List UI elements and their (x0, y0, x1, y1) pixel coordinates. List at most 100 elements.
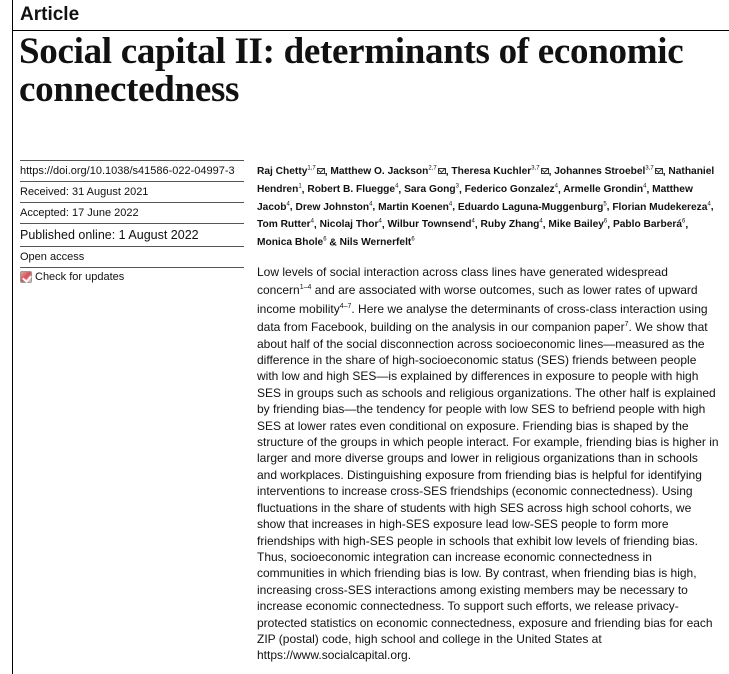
author-name-text: Nathaniel Hendren (257, 166, 715, 196)
doi-link[interactable]: https://doi.org/10.1038/s41586-022-04997… (20, 165, 235, 177)
author-name[interactable]: Theresa Kuchler3,7 (451, 166, 549, 178)
citation-ref[interactable]: 1–4 (299, 284, 312, 292)
author-name[interactable]: Sara Gong3 (404, 184, 459, 195)
author-name-text: Ruby Zhang (480, 219, 540, 231)
author-affiliation: 1,7 (307, 166, 316, 172)
abstract-text: . Here we analyse the determinants of cr… (257, 301, 708, 335)
author-name[interactable]: Eduardo Laguna-Muggenburg5 (457, 201, 607, 213)
meta-divider (20, 267, 244, 268)
author-name-text: Pablo Barberá (612, 219, 683, 231)
author-separator: , (452, 201, 458, 213)
author-separator: , (313, 219, 320, 231)
author-list: Raj Chetty1,7, Matthew O. Jackson2,7, Th… (257, 162, 717, 250)
citation-ref[interactable]: 4–7 (339, 302, 352, 310)
author-name[interactable]: Wilbur Townsend4 (387, 219, 474, 230)
author-name-text: Tom Rutter (257, 219, 311, 231)
author-name[interactable]: Ruby Zhang4 (481, 219, 543, 230)
author-name-text: Mike Bailey (548, 219, 604, 231)
author-affiliation: 4 (286, 201, 290, 208)
author-affiliation: 4 (554, 183, 558, 190)
author-separator: , (381, 219, 388, 231)
email-icon[interactable] (437, 168, 446, 175)
abstract-text: and are associated with worse outcomes, … (257, 283, 698, 316)
author-affiliation: 4 (310, 219, 314, 226)
article-title: Social capital II: determinants of econo… (19, 31, 684, 110)
author-affiliation: 3 (455, 183, 459, 190)
author-name[interactable]: Nils Wernerfelt6 (340, 237, 415, 248)
author-name-text: Matthew Jacob (257, 184, 693, 213)
author-affiliation: 4 (471, 219, 475, 226)
author-affiliation: 4 (707, 201, 711, 208)
author-name[interactable]: Raj Chetty1,7 (257, 166, 325, 177)
published-date: Published online: 1 August 2022 (20, 228, 199, 242)
meta-divider (20, 246, 244, 247)
author-name-text: Wilbur Townsend (387, 219, 472, 231)
author-name[interactable]: Matthew O. Jackson2,7 (330, 166, 446, 178)
author-name[interactable]: Martin Koenen4 (378, 201, 453, 213)
author-name-text: Martin Koenen (378, 201, 449, 213)
author-affiliation: 6 (603, 219, 608, 226)
author-affiliation: 3,7 (531, 166, 540, 172)
author-separator: , (607, 219, 613, 231)
abstract-text: Low levels of social interaction across … (257, 265, 668, 298)
article-type-label: Article (20, 4, 80, 25)
author-name[interactable]: Federico Gonzalez4 (465, 184, 558, 195)
author-separator: , (289, 201, 296, 213)
abstract: Low levels of social interaction across … (257, 264, 719, 664)
email-icon[interactable] (316, 168, 325, 175)
author-name[interactable]: Florian Mudekereza4 (612, 201, 711, 212)
check-for-updates-button[interactable]: Check for updates (20, 271, 124, 283)
author-name[interactable]: Monica Bhole6 (257, 237, 327, 248)
author-name[interactable]: Johannes Stroebel3,7 (554, 166, 663, 177)
author-affiliation: 3,7 (645, 166, 654, 172)
author-name-text: Nils Wernerfelt (339, 237, 412, 249)
email-icon[interactable] (654, 168, 663, 175)
received-date: Received: 31 August 2021 (20, 186, 149, 198)
author-affiliation: 4 (448, 201, 453, 208)
author-name-text: Theresa Kuchler (451, 166, 532, 178)
author-affiliation: 4 (378, 219, 382, 226)
author-separator: , (445, 166, 452, 178)
author-separator: , (474, 219, 481, 231)
author-separator: , (548, 166, 555, 178)
author-name[interactable]: Armelle Grondin4 (563, 184, 646, 195)
author-name-text: Drew Johnston (295, 201, 370, 213)
author-affiliation: 6 (682, 219, 686, 226)
author-name[interactable]: Tom Rutter4 (257, 219, 314, 230)
author-name[interactable]: Pablo Barberá6 (613, 219, 685, 230)
abstract-text: . We show that about half of the social … (257, 320, 719, 663)
meta-divider (20, 160, 244, 161)
author-separator: , (685, 219, 689, 231)
citation-ref[interactable]: 7 (624, 321, 629, 329)
author-affiliation: 4 (539, 219, 543, 226)
author-name-text: Raj Chetty (257, 166, 308, 178)
author-separator: , (710, 201, 714, 213)
meta-divider (20, 181, 244, 182)
author-name[interactable]: Nicolaj Thor4 (320, 219, 382, 230)
author-affiliation: 4 (369, 201, 373, 208)
header-rule (12, 30, 729, 31)
meta-divider (20, 223, 244, 224)
author-name-text: Johannes Stroebel (554, 166, 646, 178)
author-name[interactable]: Drew Johnston4 (295, 201, 373, 213)
author-name-text: Matthew O. Jackson (330, 166, 429, 178)
author-affiliation: 4 (395, 183, 399, 190)
author-name[interactable]: Matthew Jacob4 (257, 184, 693, 213)
author-separator: , (324, 166, 331, 178)
check-updates-icon (20, 271, 32, 283)
open-access-label: Open access (20, 251, 85, 263)
author-affiliation: 1 (298, 183, 302, 190)
author-name-text: Monica Bhole (257, 237, 324, 249)
author-affiliation: 6 (411, 236, 415, 243)
author-name[interactable]: Mike Bailey6 (548, 219, 607, 230)
author-affiliation: 5 (603, 201, 607, 208)
email-icon[interactable] (540, 168, 549, 175)
meta-divider (20, 202, 244, 203)
author-name-text: Federico Gonzalez (464, 184, 555, 196)
author-name[interactable]: Nathaniel Hendren1 (257, 166, 714, 195)
author-name[interactable]: Robert B. Fluegge4 (307, 184, 398, 195)
author-name-text: Nicolaj Thor (319, 219, 379, 231)
author-name-text: Eduardo Laguna-Muggenburg (457, 201, 604, 213)
author-name-text: Sara Gong (404, 184, 456, 196)
author-separator: , (542, 219, 549, 231)
